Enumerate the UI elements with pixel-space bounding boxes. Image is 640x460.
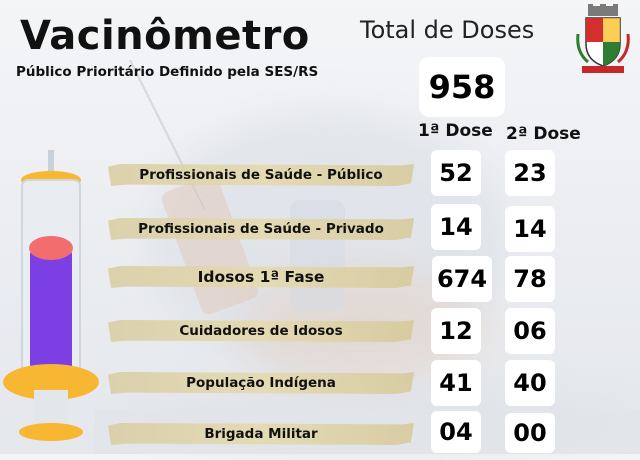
dose2-count: 06 bbox=[505, 308, 555, 354]
dose1-count: 14 bbox=[431, 204, 481, 250]
group-row: Idosos 1ª Fase 674 78 bbox=[0, 256, 640, 302]
dose2-count: 14 bbox=[505, 206, 555, 252]
group-row: Profissionais de Saúde - Privado 14 14 bbox=[0, 204, 640, 252]
dose2-count: 78 bbox=[505, 256, 555, 302]
group-label: Profissionais de Saúde - Privado bbox=[108, 218, 414, 240]
dose1-count: 52 bbox=[431, 150, 481, 196]
group-row: População Indígena 41 40 bbox=[0, 360, 640, 406]
group-row: Cuidadores de Idosos 12 06 bbox=[0, 308, 640, 354]
dose1-count: 41 bbox=[431, 360, 481, 406]
page-title: Vacinômetro bbox=[20, 13, 310, 59]
dose1-count: 04 bbox=[431, 411, 481, 453]
group-label: Brigada Militar bbox=[108, 423, 414, 445]
dose1-count: 674 bbox=[432, 256, 492, 302]
dose2-count: 40 bbox=[505, 360, 555, 406]
group-label: Cuidadores de Idosos bbox=[108, 320, 414, 342]
group-label: População Indígena bbox=[108, 372, 414, 394]
dose2-column-header: 2ª Dose bbox=[506, 124, 581, 144]
syringe-icon bbox=[3, 150, 99, 441]
dose1-column-header: 1ª Dose bbox=[418, 121, 493, 141]
group-row: Brigada Militar 04 00 bbox=[0, 411, 640, 453]
dose2-count: 00 bbox=[505, 413, 555, 453]
coat-of-arms-icon bbox=[576, 4, 630, 73]
dose2-count: 23 bbox=[505, 150, 555, 196]
page-subtitle: Público Prioritário Definido pela SES/RS bbox=[16, 64, 319, 80]
total-doses-value: 958 bbox=[419, 57, 505, 117]
group-label: Idosos 1ª Fase bbox=[108, 266, 414, 288]
dose1-count: 12 bbox=[431, 308, 481, 354]
group-label: Profissionais de Saúde - Público bbox=[108, 164, 414, 186]
group-row: Profissionais de Saúde - Público 52 23 bbox=[0, 150, 640, 196]
total-doses-label: Total de Doses bbox=[360, 16, 535, 44]
